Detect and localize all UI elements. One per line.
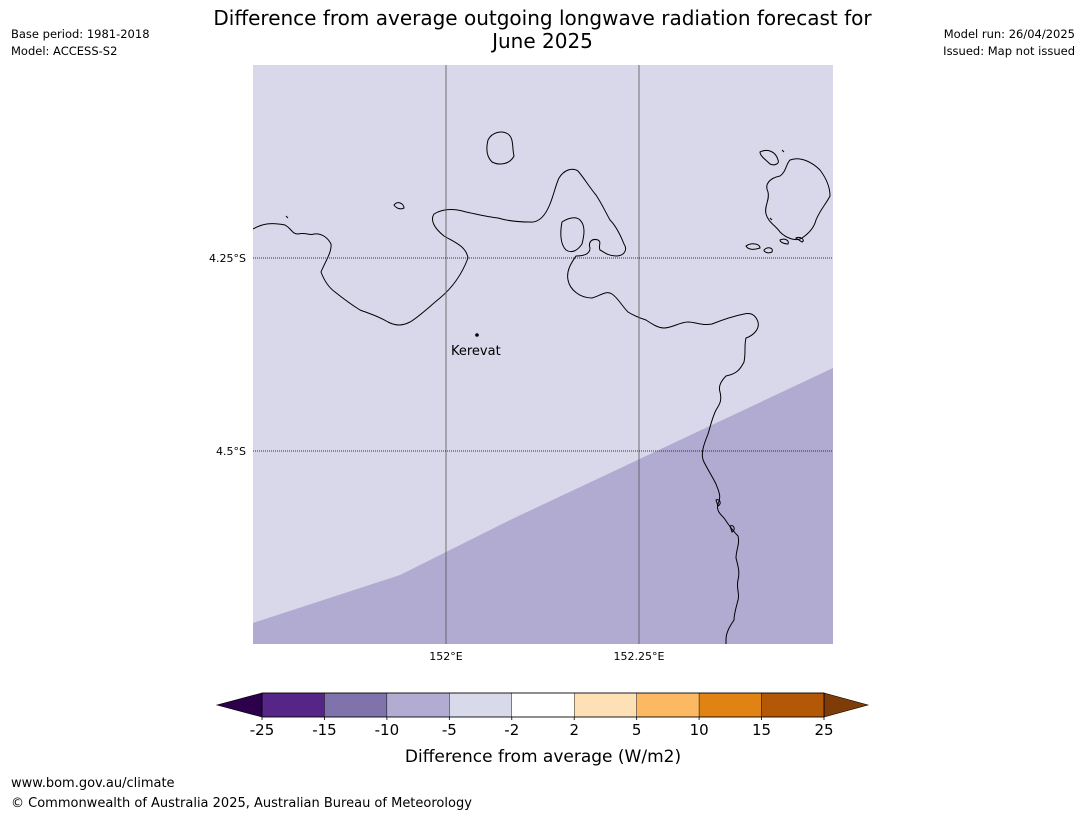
bom-url-link[interactable]: www.bom.gov.au/climate xyxy=(11,776,175,791)
colorbar: -25 -15 -10 -5 -2 2 5 10 15 25 xyxy=(215,692,870,739)
kerevat-label: Kerevat xyxy=(451,344,501,359)
colorbar-tick-label: -10 xyxy=(375,721,400,739)
base-period-text: Base period: 1981-2018 xyxy=(11,27,150,41)
map-panel: Kerevat xyxy=(253,65,833,644)
colorbar-tick-label: -15 xyxy=(312,721,337,739)
colorbar-tick-label: 10 xyxy=(690,721,709,739)
colorbar-tick-label: 15 xyxy=(752,721,771,739)
run-info: Model run: 26/04/2025 Issued: Map not is… xyxy=(943,26,1075,60)
model-text: Model: ACCESS-S2 xyxy=(11,44,118,58)
kerevat-marker xyxy=(475,333,479,337)
anomaly-fill-minus10-to-minus5 xyxy=(253,368,833,644)
colorbar-segment xyxy=(761,692,825,718)
issued-text: Issued: Map not issued xyxy=(943,44,1075,58)
title-line-1: Difference from average outgoing longwav… xyxy=(213,6,872,30)
colorbar-tick-label: -25 xyxy=(250,721,275,739)
coastline xyxy=(253,131,831,644)
colorbar-tick-label: 5 xyxy=(632,721,642,739)
colorbar-tick-label: 2 xyxy=(569,721,579,739)
colorbar-segment xyxy=(698,692,762,718)
colorbar-segment xyxy=(574,692,637,718)
colorbar-segment xyxy=(449,692,512,718)
lat-label-4-25S: 4.25°S xyxy=(209,252,246,265)
colorbar-segment xyxy=(636,692,700,718)
colorbar-tick-label: -5 xyxy=(442,721,457,739)
colorbar-outline xyxy=(261,692,825,718)
model-run-text: Model run: 26/04/2025 xyxy=(943,27,1075,41)
colorbar-segment xyxy=(324,692,388,718)
lon-label-152E: 152°E xyxy=(429,650,462,663)
colorbar-label: Difference from average (W/m2) xyxy=(405,747,681,767)
colorbar-segment xyxy=(261,692,325,718)
copyright-text: © Commonwealth of Australia 2025, Austra… xyxy=(11,796,472,811)
map-title: Difference from average outgoing longwav… xyxy=(180,7,905,53)
colorbar-segment xyxy=(511,692,575,718)
base-info: Base period: 1981-2018 Model: ACCESS-S2 xyxy=(11,26,150,60)
title-line-2: June 2025 xyxy=(492,29,593,53)
lat-label-4-5S: 4.5°S xyxy=(216,445,246,458)
colorbar-tick-label: 25 xyxy=(814,721,833,739)
colorbar-segment xyxy=(386,692,450,718)
colorbar-extend-high xyxy=(823,692,870,718)
colorbar-extend-low xyxy=(215,692,263,718)
colorbar-tick-label: -2 xyxy=(504,721,519,739)
footer: www.bom.gov.au/climate © Commonwealth of… xyxy=(11,774,472,814)
lon-label-152-25E: 152.25°E xyxy=(614,650,665,663)
